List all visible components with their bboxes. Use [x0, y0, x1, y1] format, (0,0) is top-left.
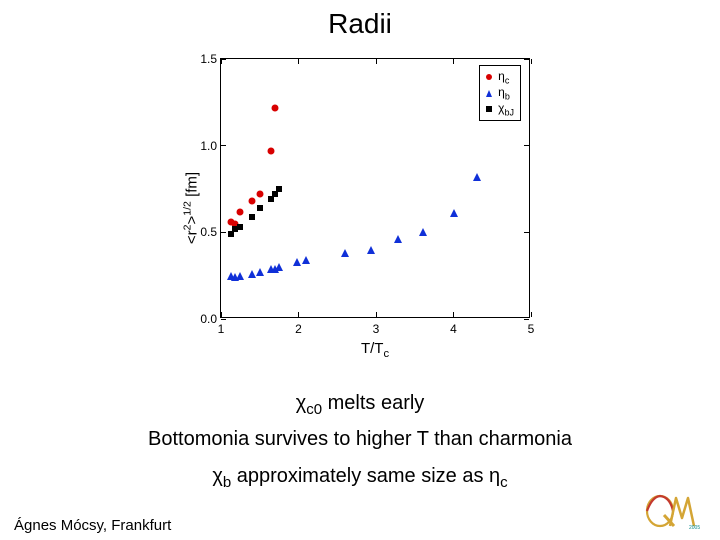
svg-text:2005: 2005	[689, 525, 700, 530]
data-point-eta_b	[450, 209, 458, 217]
data-point-eta_c	[268, 147, 275, 154]
x-axis-label: T/Tc	[220, 340, 530, 360]
caption-line-1: χc0 melts early	[0, 392, 720, 418]
data-point-eta_c	[237, 208, 244, 215]
data-point-chi_bj	[237, 224, 243, 230]
data-point-chi_bj	[272, 191, 278, 197]
caption-line-3: χb approximately same size as ηc	[0, 465, 720, 491]
data-point-eta_b	[473, 173, 481, 181]
data-point-chi_bj	[257, 205, 263, 211]
data-point-eta_b	[341, 249, 349, 257]
data-point-eta_c	[256, 191, 263, 198]
data-point-eta_b	[236, 272, 244, 280]
legend-item-eta_c: ηc	[486, 69, 514, 85]
data-point-eta_b	[419, 228, 427, 236]
legend-label: ηb	[498, 85, 510, 101]
scatter-chart: <r2>1/2 [fm] 0.00.51.01.512345ηcηbχbJ T/…	[160, 48, 560, 368]
data-point-eta_b	[394, 235, 402, 243]
data-point-eta_c	[272, 104, 279, 111]
conference-logo: 2005	[644, 492, 700, 530]
x-tick-label: 3	[366, 322, 386, 336]
y-tick-label: 1.0	[189, 139, 217, 153]
legend-item-eta_b: ηb	[486, 85, 514, 101]
data-point-eta_b	[256, 268, 264, 276]
data-point-eta_b	[293, 258, 301, 266]
data-point-eta_b	[367, 246, 375, 254]
x-tick-label: 1	[211, 322, 231, 336]
page-title: Radii	[0, 8, 720, 40]
x-tick-label: 5	[521, 322, 541, 336]
caption-line-2: Bottomonia survives to higher T than cha…	[0, 428, 720, 451]
x-tick-label: 2	[289, 322, 309, 336]
y-tick-label: 0.5	[189, 225, 217, 239]
y-tick-label: 1.5	[189, 52, 217, 66]
legend-item-chi_bj: χbJ	[486, 101, 514, 117]
data-point-chi_bj	[228, 231, 234, 237]
data-point-eta_c	[249, 198, 256, 205]
author-footer: Ágnes Mócsy, Frankfurt	[14, 517, 171, 534]
x-tick-label: 4	[444, 322, 464, 336]
data-point-chi_bj	[276, 186, 282, 192]
data-point-eta_b	[302, 256, 310, 264]
data-point-chi_bj	[268, 196, 274, 202]
chart-legend: ηcηbχbJ	[479, 65, 521, 121]
data-point-chi_bj	[249, 214, 255, 220]
legend-label: χbJ	[498, 101, 514, 117]
legend-label: ηc	[498, 69, 509, 85]
plot-area: 0.00.51.01.512345ηcηbχbJ	[220, 58, 530, 318]
data-point-eta_b	[275, 263, 283, 271]
